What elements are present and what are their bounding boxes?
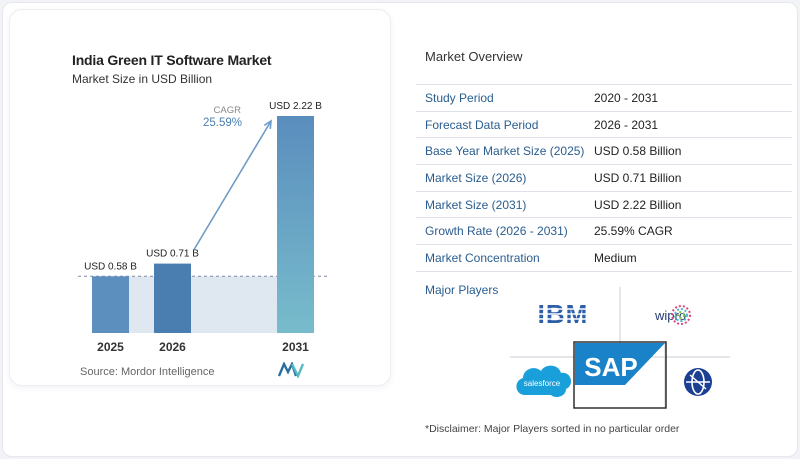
disclaimer-text: *Disclaimer: Major Players sorted in no … <box>425 423 680 435</box>
row-key: Forecast Data Period <box>425 117 539 132</box>
row-key: Base Year Market Size (2025) <box>425 144 585 159</box>
row-key: Study Period <box>425 90 494 105</box>
row-value: USD 0.71 Billion <box>594 170 682 185</box>
overview-row-base-year: Base Year Market Size (2025) USD 0.58 Bi… <box>416 138 792 166</box>
data-label-2031: USD 2.22 B <box>269 101 322 112</box>
overview-row-growth-rate: Growth Rate (2026 - 2031) 25.59% CAGR <box>416 218 792 246</box>
globe-logo-icon <box>684 368 712 396</box>
source-text: Source: Mordor Intelligence <box>80 366 215 378</box>
salesforce-logo-icon: salesforce <box>516 365 572 397</box>
overview-row-size-2031: Market Size (2031) USD 2.22 Billion <box>416 192 792 219</box>
cagr-label: CAGR <box>214 105 242 116</box>
x-tick-2025: 2025 <box>97 340 124 354</box>
row-value: USD 2.22 Billion <box>594 197 682 212</box>
wipro-logo-icon: wipro <box>654 305 691 325</box>
bar-2025 <box>92 276 129 333</box>
major-players-logos: IBM wipro salesforce SAP <box>510 287 730 409</box>
ibm-logo-icon: IBM <box>535 299 593 329</box>
data-label-2026: USD 0.71 B <box>146 249 199 260</box>
major-players-title: Major Players <box>425 283 499 297</box>
chart-title: India Green IT Software Market <box>72 52 272 68</box>
market-overview-title: Market Overview <box>425 49 523 64</box>
row-key: Market Size (2031) <box>425 197 527 212</box>
sap-logo-icon: SAP <box>573 341 667 409</box>
svg-text:salesforce: salesforce <box>524 379 561 388</box>
mordor-logo-icon <box>278 362 304 378</box>
x-tick-2031: 2031 <box>282 340 309 354</box>
row-value: 2020 - 2031 <box>594 90 659 105</box>
market-overview-table: Study Period 2020 - 2031 Forecast Data P… <box>416 84 792 272</box>
bar-2031 <box>277 116 314 333</box>
row-key: Market Concentration <box>425 250 540 265</box>
row-value: Medium <box>594 250 637 265</box>
overview-row-forecast-period: Forecast Data Period 2026 - 2031 <box>416 112 792 139</box>
cagr-arrow-head <box>263 119 272 130</box>
row-key: Market Size (2026) <box>425 170 527 185</box>
bar-chart: USD 0.58 B 2025 USD 0.71 B 2026 USD 2.22 B 20… <box>78 101 330 354</box>
svg-text:SAP: SAP <box>584 352 637 382</box>
overview-row-size-2026: Market Size (2026) USD 0.71 Billion <box>416 165 792 192</box>
row-key: Growth Rate (2026 - 2031) <box>425 224 568 239</box>
cagr-arrow-line <box>193 120 272 251</box>
chart-subtitle: Market Size in USD Billion <box>72 72 213 86</box>
bar-2026 <box>154 263 191 333</box>
data-label-2025: USD 0.58 B <box>84 261 137 272</box>
row-value: USD 0.58 Billion <box>594 144 682 159</box>
x-tick-2026: 2026 <box>159 340 186 354</box>
overview-row-concentration: Market Concentration Medium <box>416 245 792 272</box>
overview-row-study-period: Study Period 2020 - 2031 <box>416 85 792 112</box>
row-value: 25.59% CAGR <box>594 224 673 239</box>
cagr-value: 25.59% <box>203 117 242 129</box>
row-value: 2026 - 2031 <box>594 117 659 132</box>
